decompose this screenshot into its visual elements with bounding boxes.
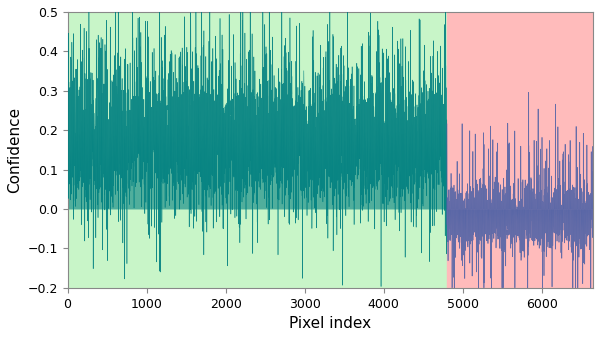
Y-axis label: Confidence: Confidence <box>7 107 22 193</box>
Bar <box>447 12 593 288</box>
Bar <box>68 12 447 288</box>
X-axis label: Pixel index: Pixel index <box>289 316 371 331</box>
